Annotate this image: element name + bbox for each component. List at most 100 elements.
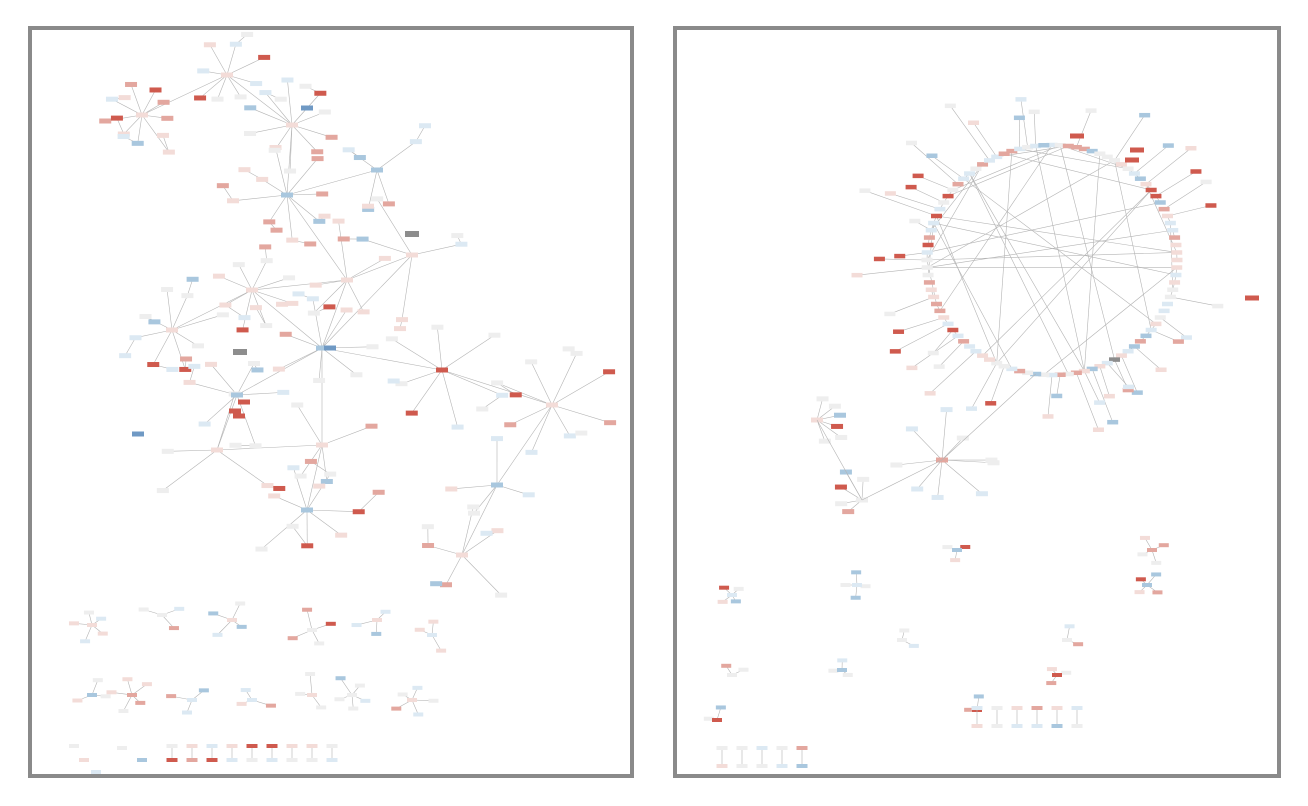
network-node[interactable]: [1171, 250, 1183, 255]
network-node[interactable]: [1030, 143, 1042, 149]
network-node[interactable]: [397, 692, 408, 697]
network-node[interactable]: [286, 523, 299, 529]
network-node[interactable]: [1212, 303, 1224, 309]
network-node[interactable]: [166, 744, 178, 748]
network-hub-node[interactable]: [231, 392, 243, 398]
network-node[interactable]: [306, 296, 319, 302]
network-node[interactable]: [1011, 706, 1023, 710]
network-node[interactable]: [912, 173, 924, 179]
network-node[interactable]: [966, 406, 978, 411]
network-node[interactable]: [80, 639, 91, 644]
network-node[interactable]: [1031, 706, 1043, 710]
network-node[interactable]: [1073, 642, 1084, 647]
network-node[interactable]: [964, 171, 976, 176]
network-node[interactable]: [246, 744, 258, 748]
network-node[interactable]: [166, 366, 179, 372]
network-node[interactable]: [971, 724, 983, 728]
network-node[interactable]: [952, 548, 962, 552]
network-node[interactable]: [958, 176, 970, 181]
network-node[interactable]: [1107, 419, 1119, 425]
network-node[interactable]: [842, 509, 855, 515]
network-node[interactable]: [952, 181, 964, 187]
network-node[interactable]: [326, 758, 338, 762]
network-node[interactable]: [1140, 181, 1152, 187]
network-node[interactable]: [395, 381, 408, 387]
network-node[interactable]: [332, 218, 345, 224]
network-node[interactable]: [371, 196, 384, 202]
network-node[interactable]: [1051, 706, 1063, 710]
network-node[interactable]: [1167, 227, 1179, 233]
network-graph-right[interactable]: [677, 30, 1277, 774]
network-node[interactable]: [851, 272, 863, 278]
network-node[interactable]: [1054, 142, 1066, 148]
network-node[interactable]: [234, 94, 247, 100]
network-node[interactable]: [911, 486, 924, 492]
network-node[interactable]: [1140, 333, 1152, 339]
network-node[interactable]: [1062, 638, 1072, 642]
network-node[interactable]: [335, 532, 348, 538]
network-node[interactable]: [1071, 724, 1083, 728]
network-node[interactable]: [894, 253, 906, 259]
network-node-missing[interactable]: [233, 349, 247, 355]
network-node[interactable]: [205, 361, 218, 367]
network-node[interactable]: [372, 489, 385, 495]
network-node[interactable]: [235, 601, 246, 606]
network-node[interactable]: [562, 346, 575, 352]
network-node[interactable]: [921, 265, 933, 270]
network-node[interactable]: [335, 676, 346, 681]
network-node[interactable]: [496, 392, 509, 398]
network-node[interactable]: [283, 275, 296, 281]
network-node[interactable]: [1150, 321, 1162, 327]
network-node[interactable]: [1052, 673, 1062, 677]
network-node[interactable]: [314, 90, 327, 96]
network-node[interactable]: [1139, 535, 1150, 540]
network-node[interactable]: [181, 710, 192, 715]
network-node[interactable]: [161, 115, 174, 121]
network-node[interactable]: [1164, 294, 1176, 300]
network-hub-node[interactable]: [316, 442, 328, 448]
network-node[interactable]: [719, 585, 730, 590]
network-node[interactable]: [247, 361, 260, 367]
network-node[interactable]: [68, 621, 79, 626]
network-node[interactable]: [309, 282, 322, 288]
network-node[interactable]: [931, 213, 943, 219]
network-node[interactable]: [161, 286, 174, 292]
network-node[interactable]: [286, 237, 299, 243]
network-node[interactable]: [277, 389, 290, 395]
network-node[interactable]: [925, 227, 937, 233]
network-node[interactable]: [162, 149, 175, 155]
network-node[interactable]: [320, 478, 333, 484]
network-node[interactable]: [1155, 367, 1167, 373]
network-node[interactable]: [857, 476, 870, 482]
network-node[interactable]: [216, 183, 229, 189]
network-node[interactable]: [270, 227, 283, 233]
network-node[interactable]: [380, 609, 391, 614]
network-node[interactable]: [1169, 280, 1181, 285]
network-node[interactable]: [860, 584, 871, 589]
network-node[interactable]: [361, 203, 374, 209]
network-node[interactable]: [834, 484, 847, 490]
network-node[interactable]: [105, 96, 118, 102]
network-node[interactable]: [227, 198, 240, 204]
network-node[interactable]: [570, 350, 583, 356]
network-node[interactable]: [187, 698, 197, 702]
network-hub-node[interactable]: [286, 122, 298, 128]
network-node[interactable]: [72, 698, 83, 703]
network-node[interactable]: [909, 218, 921, 224]
network-node[interactable]: [884, 311, 896, 317]
network-node-highlight[interactable]: [229, 408, 241, 414]
network-hub-node[interactable]: [211, 447, 223, 453]
network-node[interactable]: [279, 331, 292, 337]
network-node[interactable]: [181, 293, 194, 299]
network-node-highlight[interactable]: [1070, 133, 1084, 139]
network-node[interactable]: [186, 758, 198, 762]
network-hub-node[interactable]: [166, 327, 178, 333]
network-node[interactable]: [1170, 242, 1182, 248]
network-node[interactable]: [968, 120, 980, 125]
network-node[interactable]: [776, 746, 788, 750]
network-node[interactable]: [304, 241, 317, 247]
network-node[interactable]: [575, 430, 588, 436]
network-node[interactable]: [240, 688, 251, 693]
network-node[interactable]: [1094, 400, 1106, 405]
network-node[interactable]: [179, 366, 192, 372]
